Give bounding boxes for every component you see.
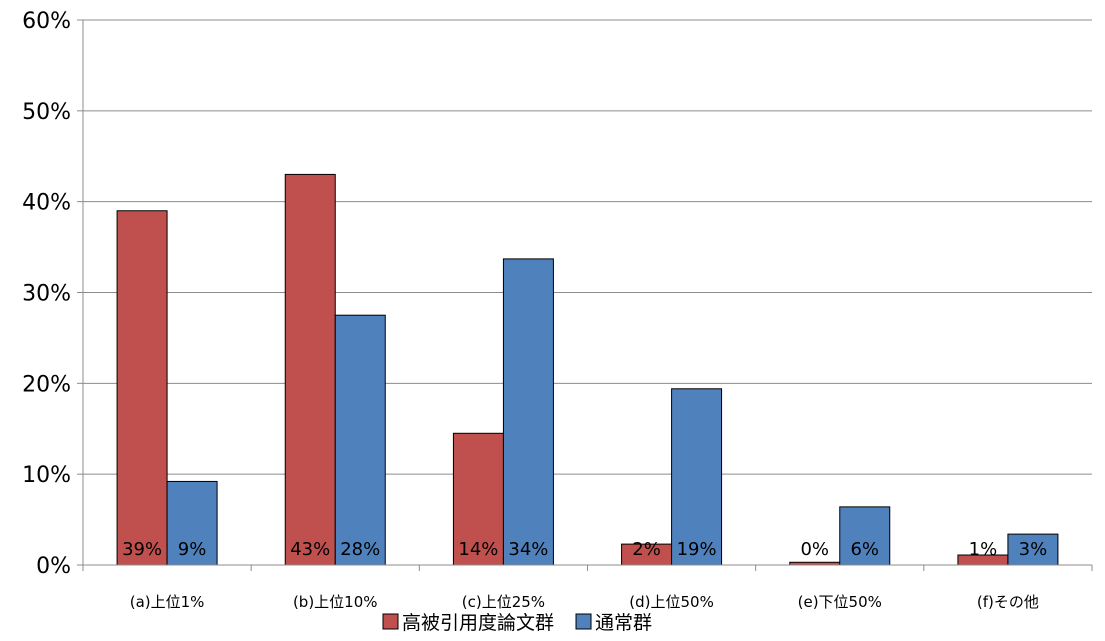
bar-series-2 — [334, 314, 386, 566]
y-axis-ticks: 0% 10% 20% 30% 40% 50% 60% — [22, 9, 83, 579]
y-tick-label: 20% — [22, 372, 71, 397]
legend: 高被引用度論文群 通常群 — [382, 612, 652, 634]
bar-series-2 — [166, 480, 218, 566]
y-tick-label: 10% — [22, 463, 71, 488]
data-label: 1% — [969, 539, 998, 560]
x-tick-label: (e)下位50% — [798, 593, 882, 611]
bars — [116, 173, 1059, 566]
gridlines — [83, 19, 1092, 475]
data-label: 14% — [458, 539, 498, 560]
bar-series-1 — [284, 173, 336, 566]
legend-swatch — [575, 613, 592, 630]
x-tick-label: (b)上位10% — [293, 593, 378, 611]
data-label: 39% — [122, 539, 162, 560]
x-tick-label: (c)上位25% — [462, 593, 545, 611]
y-tick-label: 40% — [22, 191, 71, 216]
data-label: 28% — [340, 539, 380, 560]
bar-series-2 — [839, 506, 891, 566]
data-label: 34% — [508, 539, 548, 560]
y-tick-label: 50% — [22, 100, 71, 125]
data-label: 9% — [178, 539, 207, 560]
bar-series-1 — [116, 210, 168, 566]
legend-swatch — [382, 613, 399, 630]
data-label: 2% — [632, 539, 661, 560]
x-axis-ticks: (a)上位1% (b)上位10% (c)上位25% (d)上位50% (e)下位50% (… — [82, 565, 1093, 611]
data-label: 6% — [850, 539, 879, 560]
bar-series-1 — [452, 432, 504, 566]
data-labels: 39% 9% 43% 28% 14% 34% 2% 19% 0% 6% 1% 3% — [122, 539, 1047, 560]
data-label: 43% — [290, 539, 330, 560]
legend-label: 通常群 — [595, 612, 652, 634]
data-label: 0% — [800, 539, 829, 560]
y-tick-label: 0% — [36, 554, 71, 579]
x-tick-label: (d)上位50% — [629, 593, 714, 611]
bar-series-2 — [502, 258, 554, 566]
x-tick-label: (f)その他 — [977, 593, 1039, 611]
data-label: 3% — [1019, 539, 1048, 560]
legend-label: 高被引用度論文群 — [402, 612, 554, 634]
y-tick-label: 30% — [22, 282, 71, 307]
data-label: 19% — [677, 539, 717, 560]
x-tick-label: (a)上位1% — [130, 593, 205, 611]
y-tick-label: 60% — [22, 9, 71, 34]
